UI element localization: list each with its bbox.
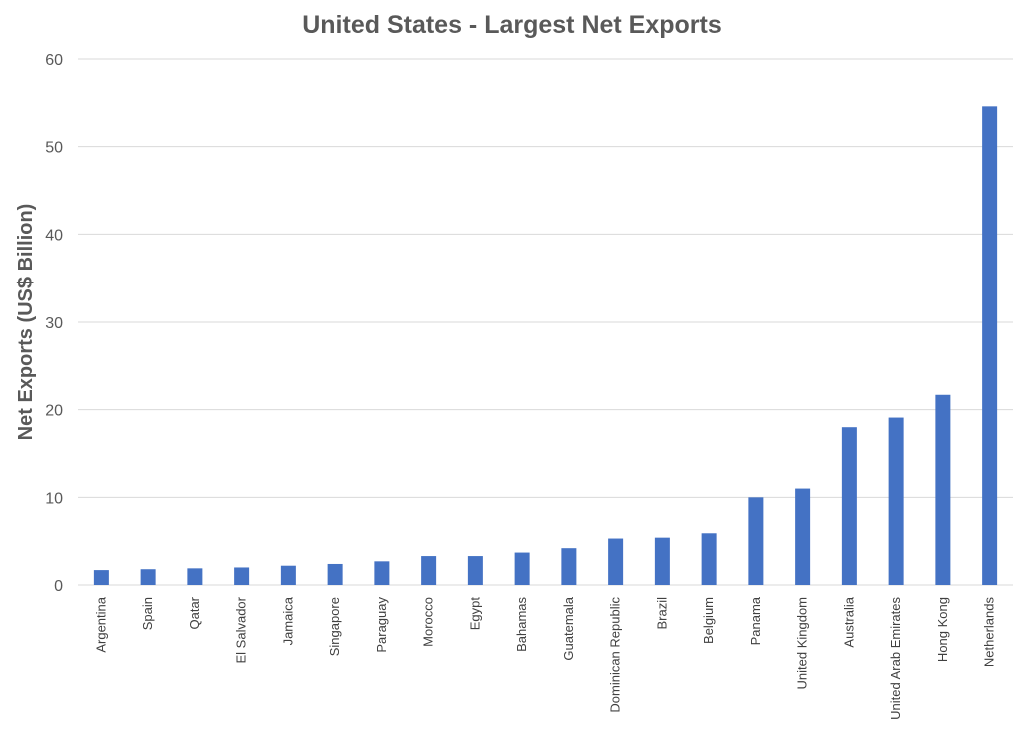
x-tick-label: Argentina (93, 596, 108, 652)
bar-brazil (654, 537, 670, 585)
x-tick-label: Brazil (654, 597, 669, 630)
x-tick-label: United Kingdom (795, 597, 810, 690)
bar-singapore (327, 563, 343, 585)
x-tick-label: Australia (841, 596, 856, 647)
bar-morocco (421, 556, 437, 585)
y-tick-label: 10 (45, 490, 63, 507)
x-tick-label: Paraguay (374, 597, 389, 653)
chart-title: United States - Largest Net Exports (302, 11, 722, 39)
gridlines (78, 58, 1013, 586)
x-tick-label: Dominican Republic (608, 597, 623, 713)
bars (93, 106, 998, 585)
x-tick-label: Qatar (187, 596, 202, 629)
bar-hong-kong (935, 394, 951, 585)
bar-spain (140, 569, 156, 585)
y-tick-label: 50 (45, 140, 63, 157)
bar-panama (748, 497, 764, 585)
bar-paraguay (374, 561, 390, 585)
y-axis-label: Net Exports (US$ Billion) (15, 204, 37, 441)
bar-united-kingdom (795, 488, 811, 585)
bar-netherlands (982, 106, 998, 585)
y-tick-label: 30 (45, 315, 63, 332)
x-tick-label: Singapore (327, 597, 342, 656)
y-tick-label: 0 (54, 578, 63, 595)
y-axis-ticks: 0 10 20 30 40 50 60 (45, 52, 63, 595)
x-tick-label: Bahamas (514, 597, 529, 652)
bar-dominican-republic (608, 538, 624, 585)
bar-guatemala (561, 548, 577, 585)
bar-bahamas (514, 552, 530, 585)
bar-el-salvador (234, 567, 250, 585)
bar-belgium (701, 533, 717, 585)
bar-australia (841, 427, 857, 585)
x-tick-label: Jamaica (280, 596, 295, 645)
x-tick-label: Panama (748, 596, 763, 645)
x-tick-label: United Arab Emirates (888, 597, 903, 720)
y-tick-label: 40 (45, 227, 63, 244)
x-tick-label: Netherlands (982, 597, 997, 668)
x-tick-label: Egypt (467, 597, 482, 631)
x-tick-label: Morocco (421, 597, 436, 647)
bar-united-arab-emirates (888, 417, 904, 585)
y-tick-label: 20 (45, 403, 63, 420)
y-tick-label: 60 (45, 52, 63, 69)
x-tick-label: Spain (140, 597, 155, 630)
x-tick-label: Hong Kong (935, 597, 950, 662)
x-tick-label: El Salvador (234, 596, 249, 663)
bar-jamaica (280, 565, 296, 585)
x-tick-label: Guatemala (561, 596, 576, 660)
x-axis-ticks: Argentina Spain Qatar El Salvador Jamaica Sin… (93, 596, 996, 720)
bar-qatar (187, 568, 203, 585)
bar-argentina (93, 570, 109, 585)
x-tick-label: Belgium (701, 597, 716, 644)
bar-egypt (467, 556, 483, 585)
